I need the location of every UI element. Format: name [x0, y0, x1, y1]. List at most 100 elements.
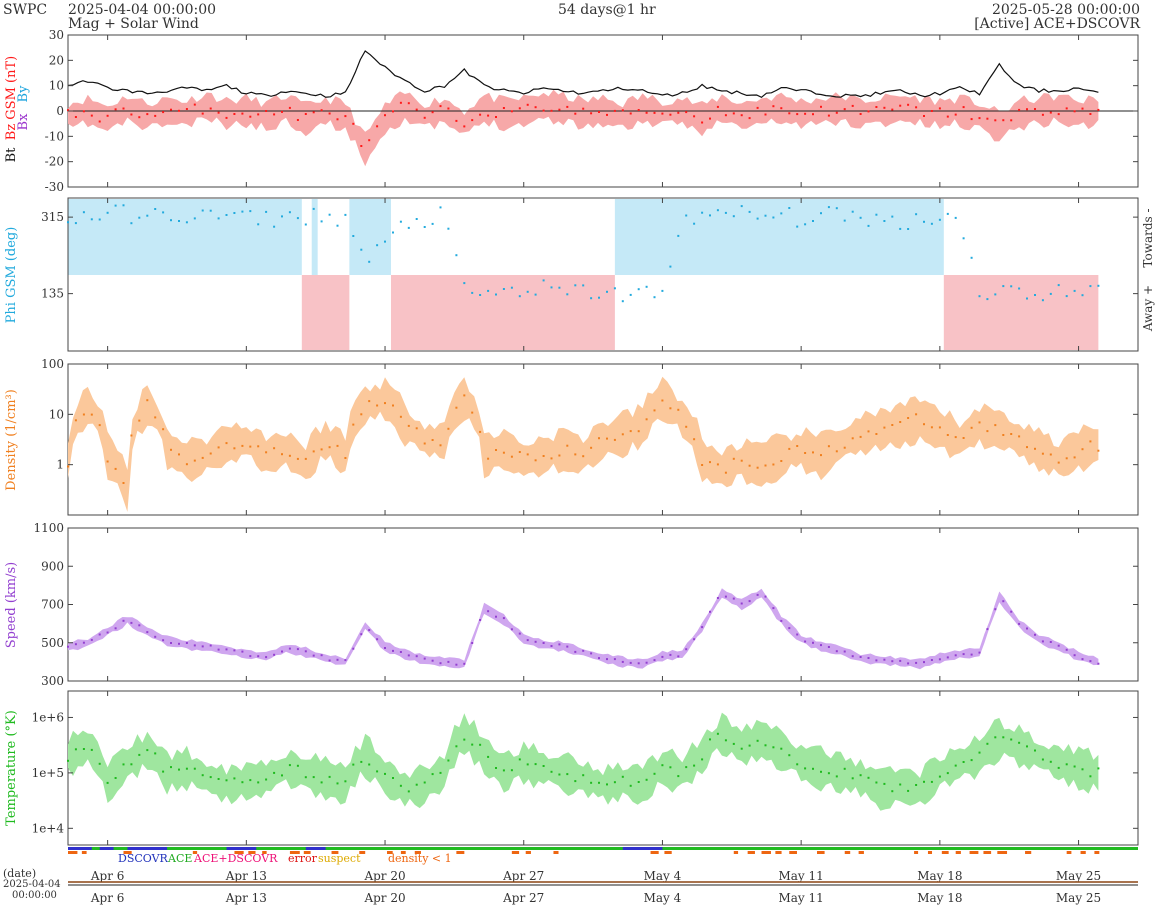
- temperature-point: [851, 777, 854, 780]
- density-flag-mark: [553, 851, 559, 854]
- bz-point: [510, 110, 513, 113]
- density-point: [780, 460, 783, 462]
- x-tick-label-bottom: Apr 6: [90, 891, 125, 905]
- density-point: [970, 426, 973, 429]
- phi-point: [1041, 299, 1044, 302]
- speed-point: [312, 654, 315, 657]
- density-point: [114, 467, 117, 470]
- date-axis-label: (date): [3, 867, 36, 880]
- phi-point: [98, 218, 101, 221]
- phi-point: [170, 219, 172, 222]
- speed-point: [526, 639, 529, 642]
- temperature-point: [185, 767, 188, 770]
- density-point: [376, 404, 379, 407]
- phi-panel: [67, 197, 1139, 352]
- speed-point: [360, 633, 363, 636]
- speed-point: [550, 645, 553, 647]
- towards-band: [68, 199, 302, 275]
- density-point: [820, 454, 822, 457]
- density-point: [1010, 433, 1013, 435]
- legend-ace: ACE: [167, 852, 192, 865]
- bz-point: [518, 107, 521, 110]
- temperature-point: [193, 767, 196, 770]
- temperature-point: [859, 774, 862, 777]
- temperature-point: [788, 754, 791, 757]
- bz-point: [1010, 119, 1013, 122]
- bz-point: [146, 113, 149, 116]
- bz-point: [669, 113, 672, 116]
- speed-point: [709, 610, 711, 613]
- density-point: [384, 402, 386, 405]
- density-point: [756, 466, 759, 469]
- speed-point: [90, 638, 93, 641]
- density-point: [534, 459, 537, 462]
- density-flag-mark: [844, 851, 851, 854]
- bz-point: [970, 118, 973, 121]
- temperature-point: [566, 773, 569, 776]
- x-tick-label-bottom: May 4: [644, 891, 682, 905]
- temperature-point: [716, 732, 719, 735]
- phi-point: [542, 279, 545, 282]
- speed-point: [1002, 600, 1005, 603]
- bz-point: [209, 107, 212, 110]
- bz-point: [891, 108, 894, 111]
- bz-point: [590, 112, 593, 115]
- speed-point: [1089, 660, 1092, 663]
- phi-point: [899, 227, 902, 230]
- temperature-point: [447, 759, 450, 762]
- density-flag-mark: [733, 851, 739, 854]
- phi-point: [669, 265, 672, 268]
- density-point: [526, 453, 529, 456]
- density-point: [201, 456, 204, 459]
- phi-point: [748, 210, 751, 213]
- bz-point: [312, 111, 315, 114]
- speed-point: [336, 658, 339, 661]
- temperature-point-group: [67, 732, 1100, 793]
- phi-point: [114, 204, 117, 207]
- density-point: [455, 406, 458, 409]
- bz-point: [621, 109, 624, 112]
- temperature-point: [407, 790, 410, 793]
- speed-point: [495, 615, 497, 618]
- speed-point: [1026, 627, 1028, 630]
- temperature-point: [574, 780, 577, 783]
- legend-ace-dscovr: ACE+DSCOVR: [193, 852, 278, 865]
- density-point: [518, 451, 521, 453]
- temperature-point: [550, 770, 553, 773]
- speed-point: [368, 629, 371, 632]
- density-point: [193, 459, 196, 462]
- temperature-point: [241, 781, 244, 784]
- density-point: [1065, 457, 1068, 460]
- density-flag-mark: [525, 851, 531, 854]
- phi-point: [724, 211, 727, 214]
- speed-point: [827, 646, 830, 648]
- density-flag-mark: [359, 851, 366, 854]
- phi-point: [106, 211, 109, 214]
- temperature-y-axis: 1e+6 1e+5 1e+4: [32, 710, 1138, 835]
- phi-point: [629, 293, 632, 296]
- bz-point: [74, 116, 77, 118]
- speed-point: [154, 635, 157, 638]
- density-point: [90, 413, 93, 416]
- temperature-point: [487, 755, 490, 758]
- density-point: [1073, 456, 1076, 459]
- speed-point: [756, 593, 759, 596]
- bz-point: [923, 115, 925, 117]
- speed-point: [534, 640, 537, 643]
- density-point: [178, 453, 180, 456]
- speed-point: [178, 642, 180, 645]
- dscovr-source-bar: [305, 847, 326, 850]
- bz-point: [550, 109, 553, 112]
- x-tick-label-bottom: Apr 27: [502, 891, 544, 905]
- bz-point: [574, 112, 577, 115]
- density-point: [613, 438, 616, 441]
- temperature-point: [296, 764, 299, 767]
- temperature-point: [724, 739, 727, 742]
- density-point: [98, 424, 101, 427]
- phi-point: [812, 220, 814, 222]
- bz-point: [495, 116, 497, 118]
- speed-point: [701, 626, 704, 629]
- bz-point: [899, 104, 902, 107]
- away-band: [390, 275, 615, 350]
- bz-point: [217, 111, 220, 114]
